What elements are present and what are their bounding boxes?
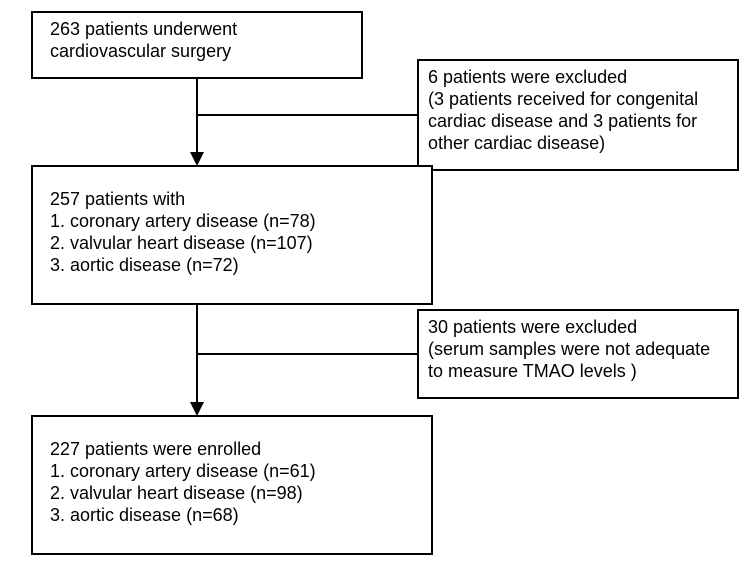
svg-text:3. aortic disease (n=68): 3. aortic disease (n=68) — [50, 505, 239, 525]
svg-text:30 patients were excluded: 30 patients were excluded — [428, 317, 637, 337]
svg-text:6 patients were excluded: 6 patients were excluded — [428, 67, 627, 87]
box-exclusion-1: 6 patients were excluded(3 patients rece… — [418, 60, 738, 170]
svg-text:1. coronary artery disease (n: 1. coronary artery disease (n=61) — [50, 461, 316, 481]
svg-text:other cardiac disease): other cardiac disease) — [428, 133, 605, 153]
svg-text:2. valvular heart disease (n=: 2. valvular heart disease (n=98) — [50, 483, 303, 503]
arrow-mid-to-end — [190, 304, 204, 416]
box-post-exclusion-1: 257 patients with1. coronary artery dise… — [32, 166, 432, 304]
svg-text:227 patients were enrolled: 227 patients were enrolled — [50, 439, 261, 459]
svg-text:2. valvular heart disease (n=: 2. valvular heart disease (n=107) — [50, 233, 313, 253]
box-exclusion-2: 30 patients were excluded(serum samples … — [418, 310, 738, 398]
svg-text:(3 patients received for conge: (3 patients received for congenital — [428, 89, 698, 109]
patient-flow-diagram: 263 patients underwentcardiovascular sur… — [0, 0, 755, 566]
svg-text:263 patients underwent: 263 patients underwent — [50, 19, 237, 39]
svg-text:(serum samples were not adequa: (serum samples were not adequate — [428, 339, 710, 359]
box-enrolled: 227 patients were enrolled1. coronary ar… — [32, 416, 432, 554]
arrow-start-to-mid — [190, 78, 204, 166]
svg-text:257 patients with: 257 patients with — [50, 189, 185, 209]
svg-text:1. coronary artery disease (n: 1. coronary artery disease (n=78) — [50, 211, 316, 231]
box-initial-population: 263 patients underwentcardiovascular sur… — [32, 12, 362, 78]
svg-text:cardiovascular surgery: cardiovascular surgery — [50, 41, 231, 61]
svg-text:to measure TMAO levels ): to measure TMAO levels ) — [428, 361, 637, 381]
svg-text:cardiac disease and 3 patients: cardiac disease and 3 patients for — [428, 111, 697, 131]
svg-text:3. aortic disease (n=72): 3. aortic disease (n=72) — [50, 255, 239, 275]
